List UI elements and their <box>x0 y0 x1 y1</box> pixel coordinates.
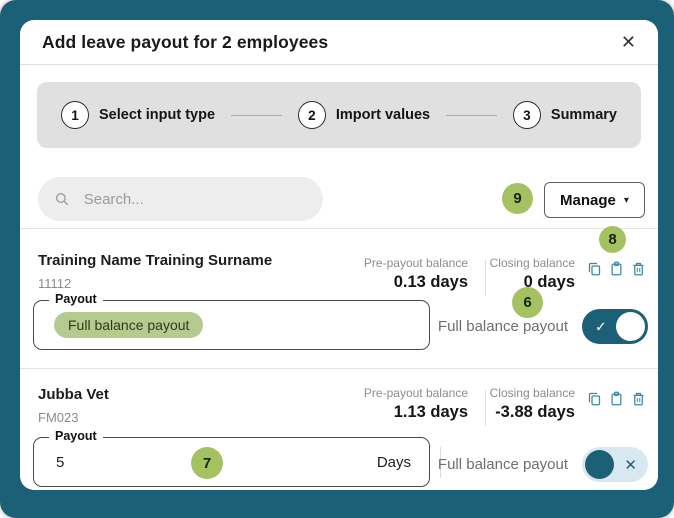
employee-name: Jubba Vet <box>38 386 109 403</box>
stepper: 1 Select input type 2 Import values 3 Su… <box>37 82 641 148</box>
divider <box>20 368 658 369</box>
cross-icon: ✕ <box>624 456 637 474</box>
manage-button-label: Manage <box>560 191 616 209</box>
balance-label: Pre-payout balance <box>363 256 468 270</box>
trash-icon[interactable] <box>631 260 646 277</box>
trash-icon[interactable] <box>631 390 646 407</box>
modal-header: Add leave payout for 2 employees ✕ <box>20 20 658 65</box>
modal-title: Add leave payout for 2 employees <box>42 31 329 52</box>
toggle-knob <box>616 312 645 341</box>
employee-id: 11112 <box>38 276 72 291</box>
row-actions <box>587 260 646 277</box>
full-balance-toggle-off[interactable]: ✕ <box>582 447 648 482</box>
balance-label: Closing balance <box>489 386 575 400</box>
search-input-container[interactable] <box>38 177 323 221</box>
annotation-badge-7: 7 <box>191 447 223 479</box>
balance-label: Pre-payout balance <box>363 386 468 400</box>
search-input[interactable] <box>81 189 307 209</box>
employee-id: FM023 <box>38 410 79 425</box>
toggle-label: Full balance payout <box>437 456 568 473</box>
stepper-step-import-values[interactable]: 2 Import values <box>297 101 431 129</box>
step-number-circle: 1 <box>61 101 89 129</box>
full-balance-payout-chip[interactable]: Full balance payout <box>54 312 204 338</box>
stepper-step-select-input-type[interactable]: 1 Select input type <box>61 101 215 129</box>
copy-icon[interactable] <box>587 260 602 277</box>
step-label: Import values <box>335 107 431 123</box>
payout-field-legend: Payout <box>49 292 103 306</box>
payout-field-legend: Payout <box>49 429 103 443</box>
row-actions <box>587 390 646 407</box>
check-icon: ✓ <box>595 318 607 334</box>
annotation-badge-6: 6 <box>512 287 543 318</box>
step-number-circle: 2 <box>297 101 326 129</box>
full-balance-toggle-group: Full balance payout ✓ <box>438 309 648 344</box>
full-balance-toggle-group: Full balance payout ✕ <box>438 447 648 482</box>
balance-value: 0.13 days <box>393 273 468 291</box>
copy-icon[interactable] <box>587 390 602 407</box>
toggle-label: Full balance payout <box>437 318 568 335</box>
balance-value: -3.88 days <box>495 403 575 421</box>
stepper-connector <box>231 114 282 116</box>
divider <box>485 390 486 426</box>
add-leave-payout-modal: Add leave payout for 2 employees ✕ 1 Sel… <box>20 20 658 490</box>
close-icon[interactable]: ✕ <box>620 32 636 52</box>
employee-name: Training Name Training Surname <box>38 252 273 269</box>
annotation-badge-8: 8 <box>599 226 626 253</box>
balance-value: 0 days <box>523 273 575 291</box>
closing-balance: Closing balance 0 days <box>490 256 575 292</box>
step-label: Summary <box>550 107 617 123</box>
payout-field[interactable]: Payout Full balance payout <box>33 292 430 350</box>
stepper-connector <box>446 114 497 116</box>
paste-icon[interactable] <box>609 390 624 407</box>
full-balance-toggle-on[interactable]: ✓ <box>582 309 648 344</box>
chevron-down-icon: ▾ <box>623 194 629 206</box>
payout-field[interactable]: Payout Days <box>33 429 430 487</box>
step-number-circle: 3 <box>512 101 541 129</box>
paste-icon[interactable] <box>609 260 624 277</box>
balance-label: Closing balance <box>489 256 575 270</box>
divider <box>440 447 441 478</box>
balance-value: 1.13 days <box>393 403 468 421</box>
payout-days-input[interactable] <box>54 452 258 472</box>
manage-button[interactable]: Manage ▾ <box>544 182 645 218</box>
pre-payout-balance: Pre-payout balance 1.13 days <box>364 386 468 422</box>
pre-payout-balance: Pre-payout balance 0.13 days <box>364 256 468 292</box>
divider <box>485 260 486 296</box>
divider <box>20 228 658 229</box>
stepper-step-summary[interactable]: 3 Summary <box>512 101 617 129</box>
toggle-knob <box>585 450 614 479</box>
annotation-badge-9: 9 <box>502 183 533 214</box>
closing-balance: Closing balance -3.88 days <box>490 386 575 422</box>
step-label: Select input type <box>99 107 216 123</box>
payout-unit-label: Days <box>376 453 411 471</box>
search-icon <box>55 193 69 206</box>
